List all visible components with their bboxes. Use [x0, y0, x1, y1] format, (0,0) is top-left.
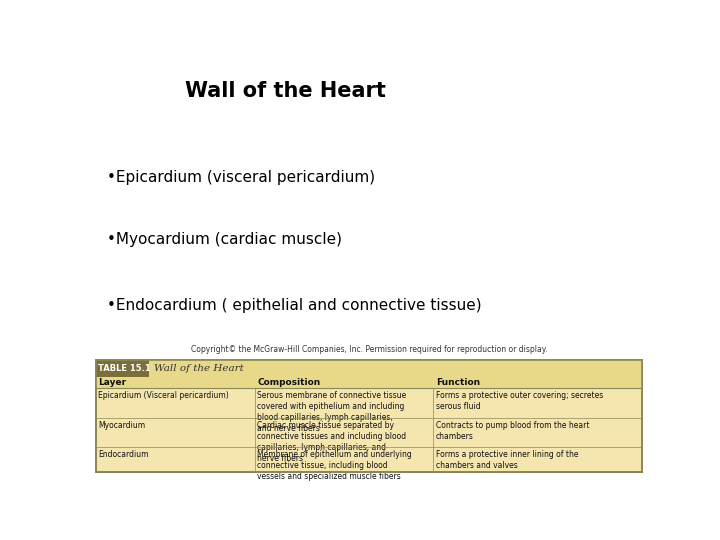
- Text: Myocardium: Myocardium: [99, 421, 145, 430]
- FancyBboxPatch shape: [96, 360, 642, 472]
- FancyBboxPatch shape: [148, 360, 642, 377]
- Text: Copyright© the McGraw-Hill Companies, Inc. Permission required for reproduction : Copyright© the McGraw-Hill Companies, In…: [191, 345, 547, 354]
- Text: Endocardium: Endocardium: [99, 450, 149, 459]
- Text: •Endocardium ( epithelial and connective tissue): •Endocardium ( epithelial and connective…: [107, 299, 482, 313]
- Text: Layer: Layer: [99, 378, 127, 387]
- Text: Wall of the Heart: Wall of the Heart: [185, 82, 386, 102]
- Text: •Epicardium (visceral pericardium): •Epicardium (visceral pericardium): [107, 170, 375, 185]
- Text: Function: Function: [436, 378, 480, 387]
- Text: Membrane of epithelium and underlying
connective tissue, including blood
vessels: Membrane of epithelium and underlying co…: [258, 450, 412, 481]
- Text: Cardiac muscle tissue separated by
connective tissues and including blood
capill: Cardiac muscle tissue separated by conne…: [258, 421, 407, 463]
- FancyBboxPatch shape: [96, 360, 148, 377]
- Text: Forms a protective outer covering; secretes
serous fluid: Forms a protective outer covering; secre…: [436, 391, 603, 411]
- Text: Epicardium (Visceral pericardium): Epicardium (Visceral pericardium): [99, 391, 229, 400]
- Text: Wall of the Heart: Wall of the Heart: [154, 364, 244, 373]
- FancyBboxPatch shape: [96, 377, 642, 388]
- Text: Serous membrane of connective tissue
covered with epithelium and including
blood: Serous membrane of connective tissue cov…: [258, 391, 407, 433]
- Text: Composition: Composition: [258, 378, 320, 387]
- Text: •Myocardium (cardiac muscle): •Myocardium (cardiac muscle): [107, 232, 342, 247]
- Text: TABLE 15.1: TABLE 15.1: [98, 364, 150, 373]
- Text: Contracts to pump blood from the heart
chambers: Contracts to pump blood from the heart c…: [436, 421, 590, 441]
- Text: Forms a protective inner lining of the
chambers and valves: Forms a protective inner lining of the c…: [436, 450, 578, 470]
